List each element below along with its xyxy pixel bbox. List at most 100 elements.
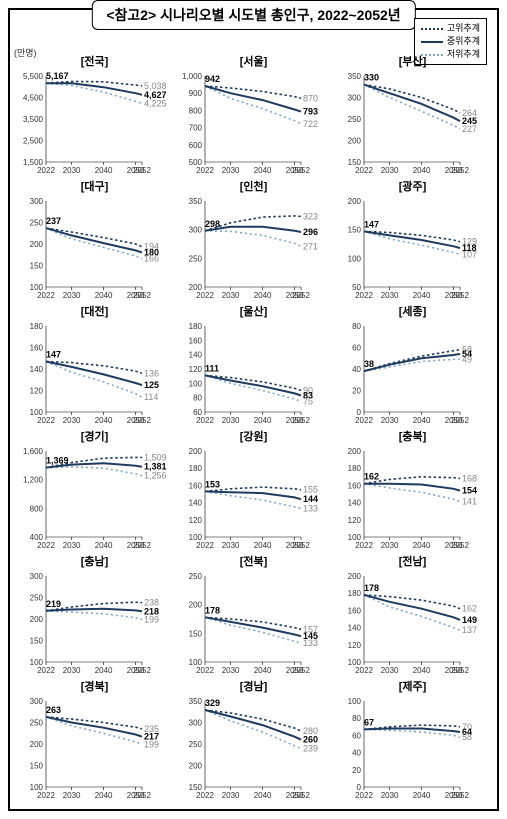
- svg-text:2040: 2040: [254, 416, 272, 425]
- chart-대구: [대구]100150200250300202220302040205020522…: [18, 178, 171, 301]
- chart-title: [전북]: [177, 553, 330, 569]
- svg-text:160: 160: [189, 481, 203, 490]
- svg-text:120: 120: [348, 516, 362, 525]
- svg-text:1,200: 1,200: [23, 476, 44, 485]
- svg-text:140: 140: [189, 499, 203, 508]
- chart-svg: 1502002503003502022203020402050205233026…: [336, 70, 486, 176]
- svg-text:200: 200: [30, 240, 44, 249]
- svg-text:2040: 2040: [413, 291, 431, 300]
- svg-text:20: 20: [352, 766, 361, 775]
- svg-text:100: 100: [189, 379, 203, 388]
- svg-text:137: 137: [462, 625, 477, 635]
- svg-text:147: 147: [46, 349, 61, 359]
- svg-text:2040: 2040: [95, 166, 113, 175]
- svg-text:80: 80: [352, 322, 361, 331]
- svg-text:150: 150: [30, 762, 44, 771]
- chart-title: [강원]: [177, 428, 330, 444]
- chart-svg: 4008001,2001,600202220302040205020521,36…: [18, 445, 168, 551]
- chart-title: [대전]: [18, 303, 171, 319]
- svg-text:107: 107: [462, 249, 477, 259]
- svg-text:49: 49: [462, 354, 472, 364]
- svg-text:2040: 2040: [413, 541, 431, 550]
- chart-svg: 1001502002503002022203020402050205221923…: [18, 570, 168, 676]
- chart-울산: [울산]608010012014016018020222030204020502…: [177, 303, 330, 426]
- chart-title: [충남]: [18, 553, 171, 569]
- svg-text:239: 239: [303, 744, 318, 754]
- svg-text:2022: 2022: [196, 166, 214, 175]
- svg-text:2040: 2040: [254, 666, 272, 675]
- svg-text:2030: 2030: [381, 416, 399, 425]
- svg-text:2022: 2022: [196, 666, 214, 675]
- svg-text:2040: 2040: [413, 666, 431, 675]
- svg-text:2052: 2052: [292, 666, 310, 675]
- chart-경남: [경남]150200250300350202220302040205020523…: [177, 678, 330, 801]
- svg-text:2052: 2052: [133, 666, 151, 675]
- svg-text:2052: 2052: [133, 166, 151, 175]
- chart-svg: 1001502002502022203020402050205217815714…: [177, 570, 327, 676]
- svg-text:140: 140: [189, 351, 203, 360]
- chart-title: [울산]: [177, 303, 330, 319]
- chart-title: [전국]: [18, 53, 171, 69]
- chart-title: [전남]: [336, 553, 489, 569]
- svg-text:900: 900: [189, 89, 203, 98]
- svg-text:2030: 2030: [381, 666, 399, 675]
- svg-text:2030: 2030: [63, 666, 81, 675]
- svg-text:237: 237: [46, 216, 61, 226]
- chart-전국: [전국]1,5002,5003,5004,5005,50020222030204…: [18, 53, 171, 176]
- svg-text:2040: 2040: [254, 791, 272, 800]
- svg-text:160: 160: [348, 481, 362, 490]
- svg-text:2022: 2022: [355, 416, 373, 425]
- svg-text:2030: 2030: [222, 416, 240, 425]
- svg-text:350: 350: [348, 72, 362, 81]
- svg-text:2030: 2030: [222, 791, 240, 800]
- svg-text:150: 150: [348, 226, 362, 235]
- svg-text:2052: 2052: [451, 666, 469, 675]
- svg-text:2030: 2030: [381, 791, 399, 800]
- chart-충남: [충남]100150200250300202220302040205020522…: [18, 553, 171, 676]
- chart-충북: [충북]100120140160180200202220302040205020…: [336, 428, 489, 551]
- svg-text:160: 160: [189, 336, 203, 345]
- svg-text:2040: 2040: [254, 541, 272, 550]
- svg-text:160: 160: [30, 344, 44, 353]
- svg-text:700: 700: [189, 124, 203, 133]
- chart-svg: 1001502002503002022203020402050205226323…: [18, 695, 168, 801]
- chart-제주: [제주]020406080100202220302040205020526770…: [336, 678, 489, 801]
- svg-text:300: 300: [348, 94, 362, 103]
- svg-text:120: 120: [189, 516, 203, 525]
- chart-title: [대구]: [18, 178, 171, 194]
- svg-text:2022: 2022: [37, 791, 55, 800]
- svg-text:149: 149: [462, 615, 477, 625]
- svg-text:180: 180: [189, 322, 203, 331]
- chart-title: [부산]: [336, 53, 489, 69]
- chart-svg: 6080100120140160180202220302040205020521…: [177, 320, 327, 426]
- svg-text:180: 180: [348, 464, 362, 473]
- svg-text:250: 250: [348, 115, 362, 124]
- svg-text:200: 200: [348, 197, 362, 206]
- page-title: <참고2> 시나리오별 시도별 총인구, 2022~2052년: [91, 0, 415, 30]
- chart-title: [제주]: [336, 678, 489, 694]
- svg-text:2022: 2022: [37, 416, 55, 425]
- svg-text:140: 140: [348, 624, 362, 633]
- svg-text:2052: 2052: [451, 416, 469, 425]
- svg-text:4,225: 4,225: [144, 98, 167, 108]
- svg-text:2,500: 2,500: [23, 137, 44, 146]
- svg-text:2040: 2040: [95, 791, 113, 800]
- svg-text:60: 60: [352, 344, 361, 353]
- svg-text:2030: 2030: [63, 291, 81, 300]
- legend-label-mid: 중위추계: [447, 35, 480, 48]
- svg-text:160: 160: [348, 606, 362, 615]
- chart-title: [세종]: [336, 303, 489, 319]
- legend-line-mid: [421, 41, 443, 43]
- svg-text:199: 199: [144, 614, 159, 624]
- svg-text:250: 250: [30, 594, 44, 603]
- svg-text:2052: 2052: [451, 291, 469, 300]
- svg-text:200: 200: [30, 615, 44, 624]
- chart-svg: 1001201401601802002022203020402050205217…: [336, 570, 486, 676]
- svg-text:300: 300: [30, 197, 44, 206]
- svg-text:300: 300: [189, 226, 203, 235]
- svg-text:1,369: 1,369: [46, 456, 69, 466]
- svg-text:120: 120: [30, 387, 44, 396]
- svg-text:67: 67: [364, 717, 374, 727]
- svg-text:2052: 2052: [133, 791, 151, 800]
- chart-전남: [전남]100120140160180200202220302040205020…: [336, 553, 489, 676]
